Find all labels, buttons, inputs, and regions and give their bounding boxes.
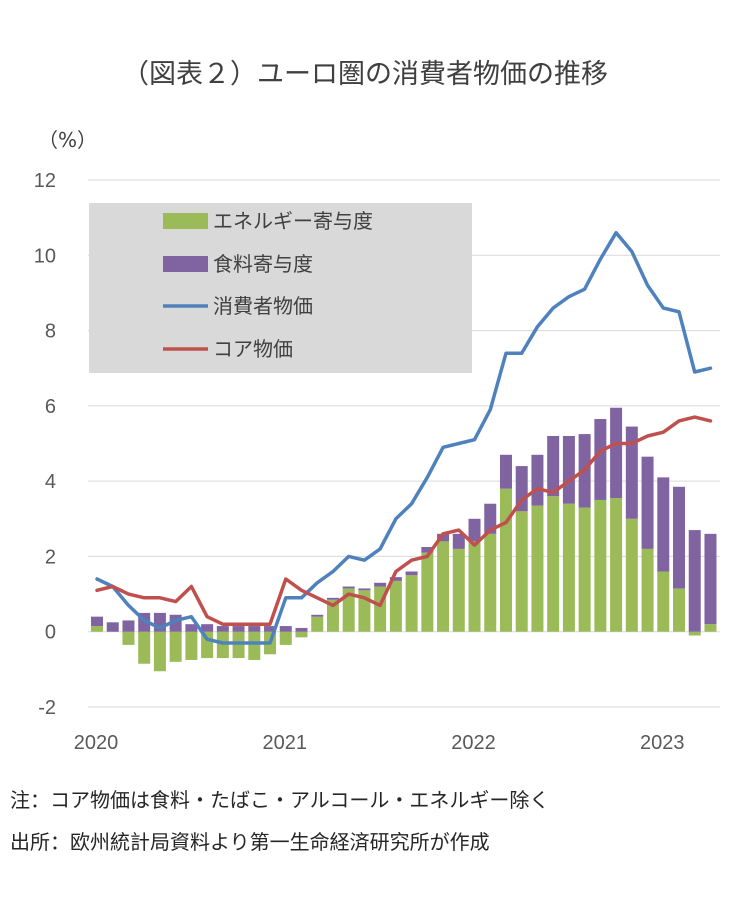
energy-contribution-bar (232, 631, 245, 659)
food-contribution-bar (673, 486, 686, 589)
food-contribution-bar (279, 626, 292, 632)
energy-contribution-bar (185, 631, 198, 660)
food-contribution-bar (248, 626, 261, 632)
y-tick-label: 0 (45, 622, 56, 644)
legend-label: 食料寄与度 (213, 252, 313, 276)
food-contribution-bar (641, 456, 654, 549)
food-contribution-bar (264, 626, 277, 632)
food-contribution-bar (499, 454, 512, 489)
footnote-core-definition: 注：コア物価は食料・たばこ・アルコール・エネルギー除く (10, 788, 550, 812)
energy-contribution-bar (248, 631, 261, 660)
y-tick-label: -2 (38, 697, 56, 719)
food-contribution-bar (358, 588, 371, 591)
headline-cpi-line (95, 230, 713, 645)
energy-contribution-bar (389, 580, 402, 632)
energy-contribution-bar (311, 616, 324, 632)
energy-contribution-bar (547, 496, 560, 632)
y-axis-unit-label: （%） (38, 128, 98, 152)
energy-contribution-bar (499, 488, 512, 632)
energy-contribution-bar (91, 626, 103, 632)
energy-contribution-bar (279, 631, 292, 645)
food-contribution-bar (232, 626, 245, 632)
food-contribution-bar (106, 622, 119, 632)
food-contribution-bar (562, 435, 575, 504)
food-contribution-bar (389, 577, 402, 581)
food-contribution-bar (185, 624, 198, 632)
food-contribution-bar (688, 530, 701, 632)
energy-contribution-bar (138, 631, 151, 664)
food-contribution-bar (122, 620, 135, 632)
energy-contribution-bar (153, 631, 166, 672)
energy-contribution-bar (704, 624, 717, 632)
x-tick-label: 2022 (451, 732, 496, 754)
energy-contribution-bar (122, 631, 135, 645)
x-tick-label: 2021 (263, 732, 308, 754)
energy-contribution-bar (688, 631, 701, 636)
energy-contribution-bar (484, 533, 497, 632)
food-contribution-bar (657, 477, 670, 572)
food-contribution-bar (405, 571, 418, 576)
food-contribution-bar (91, 616, 103, 627)
food-contribution-bar (216, 626, 229, 632)
y-tick-label: 12 (34, 170, 56, 192)
food-contribution-bar (437, 533, 450, 542)
energy-contribution-bar (437, 541, 450, 632)
food-contribution-bar (484, 503, 497, 534)
legend-label: 消費者物価 (213, 294, 313, 318)
energy-contribution-bar (594, 499, 607, 632)
food-contribution-bar (547, 435, 560, 497)
energy-contribution-bar (610, 498, 623, 632)
y-tick-label: 4 (45, 471, 56, 493)
energy-contribution-bar (326, 599, 339, 632)
legend-box (89, 203, 472, 373)
energy-contribution-bar (452, 548, 465, 632)
energy-contribution-bar (625, 518, 638, 632)
core-cpi-line (95, 415, 713, 626)
food-contribution-bar (326, 597, 339, 600)
food-contribution-bar (610, 407, 623, 499)
y-tick-label: 6 (45, 396, 56, 418)
food-contribution-bar (201, 624, 214, 632)
food-contribution-bar (452, 533, 465, 549)
food-contribution-bar (468, 518, 481, 542)
food-contribution-bar (342, 586, 355, 589)
footnote-source: 出所：欧州統計局資料より第一生命経済研究所が作成 (10, 830, 490, 854)
energy-contribution-bar (405, 575, 418, 632)
energy-contribution-bar (562, 503, 575, 632)
food-contribution-bar (625, 426, 638, 519)
legend-swatch (163, 213, 208, 229)
food-contribution-bar (704, 533, 717, 625)
legend-swatch (163, 256, 208, 272)
x-tick-label: 2023 (640, 732, 685, 754)
legend-label: エネルギー寄与度 (213, 209, 373, 233)
energy-contribution-bar (657, 571, 670, 632)
chart-title: （図表２）ユーロ圏の消費者物価の推移 (122, 59, 608, 90)
energy-contribution-bar (578, 507, 591, 632)
energy-contribution-bar (468, 541, 481, 632)
food-contribution-bar (421, 547, 434, 553)
energy-contribution-bar (673, 588, 686, 632)
energy-contribution-bar (515, 511, 528, 632)
food-contribution-bar (374, 582, 387, 587)
food-contribution-bar (531, 454, 544, 506)
energy-contribution-bar (421, 552, 434, 632)
y-tick-label: 8 (45, 321, 56, 343)
x-tick-label: 2020 (74, 732, 119, 754)
food-contribution-bar (295, 627, 308, 632)
energy-contribution-bar (531, 505, 544, 632)
energy-contribution-bar (641, 548, 654, 632)
energy-contribution-bar (216, 631, 229, 659)
food-contribution-bar (594, 419, 607, 500)
energy-contribution-bar (169, 631, 182, 662)
legend-label: コア物価 (213, 337, 293, 361)
y-tick-label: 2 (45, 546, 56, 568)
y-tick-label: 10 (34, 245, 56, 267)
energy-contribution-bar (295, 631, 308, 638)
energy-contribution-bar (342, 588, 355, 632)
food-contribution-bar (311, 614, 324, 617)
